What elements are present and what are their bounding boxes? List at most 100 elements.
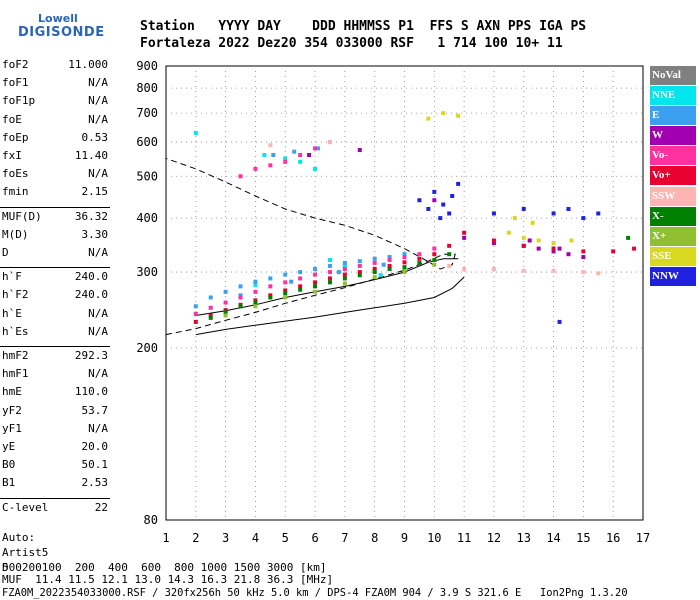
data-point bbox=[238, 293, 243, 298]
param-row: h`F 240.0 bbox=[2, 270, 108, 284]
param-row: h`E N/A bbox=[2, 307, 108, 321]
param-value: 11.000 bbox=[68, 58, 108, 71]
data-point bbox=[551, 241, 556, 246]
param-value: N/A bbox=[88, 246, 108, 259]
data-point bbox=[357, 148, 362, 153]
data-point bbox=[462, 266, 467, 271]
data-point bbox=[298, 159, 303, 164]
param-key: C-level bbox=[2, 500, 49, 514]
data-point bbox=[372, 256, 377, 261]
param-key: hmF2 bbox=[2, 349, 29, 362]
x-tick-label: 13 bbox=[517, 531, 531, 545]
data-point bbox=[336, 270, 341, 275]
x-tick-label: 4 bbox=[252, 531, 259, 545]
data-point bbox=[253, 166, 258, 171]
ionogram-chart: 1 2 3 4 5 6 7 8 9 10 11 12 13 14 15 16 17802003004005006… bbox=[136, 59, 650, 545]
legend-item: SSW bbox=[650, 186, 696, 206]
param-row: hmF2 292.3 bbox=[2, 349, 108, 363]
data-point bbox=[432, 198, 437, 203]
param-row: C-level 22 bbox=[2, 501, 108, 515]
param-key: foF1 bbox=[2, 76, 29, 90]
param-value: N/A bbox=[88, 76, 108, 90]
param-value: 50.1 bbox=[81, 458, 109, 472]
data-point bbox=[271, 152, 276, 157]
data-point bbox=[441, 202, 446, 207]
legend-item: Vo- bbox=[650, 146, 696, 166]
data-point bbox=[491, 211, 496, 216]
data-point bbox=[268, 295, 273, 300]
data-point bbox=[402, 260, 407, 265]
legend-item: NNE bbox=[650, 86, 696, 106]
data-point bbox=[566, 252, 571, 257]
param-value: 20.0 bbox=[81, 440, 109, 453]
param-key: h`Es bbox=[2, 324, 29, 338]
param-row: fxI 11.40 bbox=[2, 149, 108, 163]
data-point bbox=[268, 163, 273, 168]
data-point bbox=[512, 216, 517, 221]
data-point bbox=[283, 291, 288, 296]
digisonde-logo: Lowell DIGISONDE bbox=[4, 6, 104, 46]
data-point bbox=[357, 263, 362, 268]
data-point bbox=[262, 152, 267, 157]
data-point bbox=[447, 263, 452, 268]
data-point bbox=[417, 198, 422, 203]
y-tick-label: 600 bbox=[136, 135, 158, 149]
param-separator bbox=[0, 497, 110, 499]
param-value: 2.53 bbox=[81, 476, 109, 490]
data-point bbox=[521, 268, 526, 273]
data-point bbox=[456, 181, 461, 186]
data-point bbox=[268, 143, 273, 148]
param-key: B0 bbox=[2, 458, 16, 472]
data-point bbox=[557, 246, 562, 251]
footer-distance: D 100 200 400 600 800 1000 1500 3000 [km… bbox=[2, 561, 327, 574]
data-point bbox=[253, 304, 258, 309]
param-value: 240.0 bbox=[74, 288, 108, 302]
data-point bbox=[417, 260, 422, 265]
y-tick-label: 200 bbox=[136, 341, 158, 355]
param-value: 292.3 bbox=[74, 349, 108, 362]
data-point bbox=[432, 189, 437, 194]
data-point bbox=[566, 206, 571, 211]
data-point bbox=[313, 280, 318, 285]
param-row: MUF(D) 36.32 bbox=[2, 210, 108, 224]
y-tick-label: 80 bbox=[144, 513, 158, 527]
data-point bbox=[208, 305, 213, 310]
data-point bbox=[357, 270, 362, 275]
param-key: MUF(D) bbox=[2, 209, 42, 223]
data-point bbox=[313, 266, 318, 271]
trace-model-trace bbox=[195, 258, 459, 316]
autoscale-info: 500200 bbox=[2, 560, 42, 574]
data-point bbox=[557, 319, 562, 324]
data-point bbox=[313, 166, 318, 171]
param-value: 2.15 bbox=[81, 185, 109, 199]
x-tick-label: 14 bbox=[546, 531, 560, 545]
header-values: Fortaleza 2022 Dez20 354 033000 RSF 1 71… bbox=[140, 36, 563, 51]
data-point bbox=[193, 130, 198, 135]
data-point bbox=[491, 241, 496, 246]
data-point bbox=[342, 263, 347, 268]
legend-item: Vo+ bbox=[650, 166, 696, 186]
data-point bbox=[402, 265, 407, 270]
data-point bbox=[298, 284, 303, 289]
data-point bbox=[208, 313, 213, 318]
data-point bbox=[536, 238, 541, 243]
data-point bbox=[313, 146, 318, 151]
x-tick-label: 2 bbox=[192, 531, 199, 545]
data-point bbox=[632, 246, 637, 251]
param-key: yF1 bbox=[2, 421, 22, 435]
data-point bbox=[283, 288, 288, 293]
data-point bbox=[223, 300, 228, 305]
data-point bbox=[253, 289, 258, 294]
x-tick-label: 10 bbox=[427, 531, 441, 545]
data-point bbox=[342, 260, 347, 265]
data-point bbox=[506, 230, 511, 235]
y-tick-label: 300 bbox=[136, 265, 158, 279]
data-point bbox=[387, 257, 392, 262]
x-tick-label: 15 bbox=[576, 531, 590, 545]
legend-item: X- bbox=[650, 206, 696, 226]
param-row: B0 50.1 bbox=[2, 458, 108, 472]
param-value: N/A bbox=[88, 306, 108, 320]
y-tick-label: 800 bbox=[136, 81, 158, 95]
legend-item: X+ bbox=[650, 226, 696, 246]
param-value: 3.30 bbox=[81, 227, 109, 241]
